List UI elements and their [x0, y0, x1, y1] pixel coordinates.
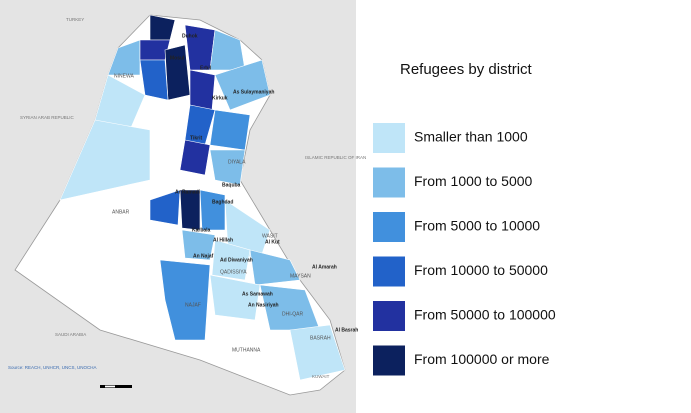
country-label: TURKEY	[66, 17, 84, 22]
country-label: SYRIAN ARAB REPUBLIC	[20, 115, 75, 120]
city-label: Ad Diwaniyah	[220, 257, 253, 263]
city-label: Al Hillah	[213, 237, 233, 243]
country-label: ISLAMIC REPUBLIC OF IRAN	[305, 155, 366, 160]
city-label: Baquba	[222, 182, 241, 188]
legend-swatch	[373, 301, 405, 331]
district	[214, 59, 271, 111]
region-label: NINEWA	[114, 73, 134, 79]
city-label: As Sulaymaniyah	[233, 89, 274, 95]
legend-label: From 5000 to 10000	[414, 218, 540, 234]
region-label: WASIT	[262, 233, 278, 239]
legend-label: Smaller than 1000	[414, 129, 528, 145]
district	[149, 189, 181, 226]
legend-label: From 50000 to 100000	[414, 307, 556, 323]
legend-label: From 1000 to 5000	[414, 173, 533, 189]
legend-label: From 10000 to 50000	[414, 262, 548, 278]
legend-swatch	[373, 167, 405, 198]
district	[209, 109, 251, 151]
city-label: Duhok	[182, 33, 198, 39]
region-label: ANBAR	[112, 209, 130, 215]
region-label: BASRAH	[310, 335, 331, 341]
country-label: KUWAIT	[312, 374, 330, 379]
city-label: An Najaf	[193, 253, 214, 259]
legend-swatch	[373, 256, 405, 287]
city-label: An Nasiriyah	[248, 302, 279, 308]
city-label: Karbala	[192, 227, 211, 233]
district	[139, 59, 169, 101]
city-label: Erbil	[200, 65, 212, 71]
legend-swatch	[373, 212, 405, 242]
region-label: QADISSIYA	[220, 269, 247, 275]
city-label: Ar Ramadi	[175, 189, 201, 195]
district	[199, 189, 226, 231]
region-label: DIYALA	[228, 159, 246, 165]
region-label: MAYSAN	[290, 273, 311, 279]
city-label: As Samawah	[242, 291, 273, 297]
district	[179, 189, 201, 231]
legend-swatch	[373, 345, 405, 376]
city-label: Kirkuk	[212, 95, 228, 101]
district	[159, 259, 211, 341]
region-label: NAJAF	[185, 302, 201, 308]
district	[107, 39, 141, 76]
city-label: Al Amarah	[312, 264, 337, 270]
district	[189, 69, 216, 111]
region-label: DHI-QAR	[282, 311, 304, 317]
district	[249, 249, 301, 286]
district	[209, 149, 246, 186]
country-label: SAUDI ARABIA	[55, 332, 86, 337]
source-note: Source: REACH, UNHCR, UNCS, UNOCHA	[8, 365, 97, 370]
district	[211, 239, 251, 281]
district	[179, 139, 211, 176]
district	[289, 324, 346, 381]
district	[181, 229, 216, 261]
city-label: Al Basrah	[335, 327, 358, 333]
city-label: Al Kut	[265, 239, 280, 245]
region-label: MUTHANNA	[232, 347, 261, 353]
legend-swatch	[373, 123, 405, 153]
city-label: Mosul	[170, 55, 185, 61]
legend-label: From 100000 or more	[414, 351, 550, 367]
city-label: Baghdad	[212, 199, 233, 205]
district	[209, 274, 261, 321]
city-label: Tikrit	[190, 135, 202, 141]
scale-bar	[100, 385, 132, 388]
district	[59, 119, 151, 201]
district	[184, 24, 216, 71]
legend-title: Refugees by district	[400, 61, 533, 78]
